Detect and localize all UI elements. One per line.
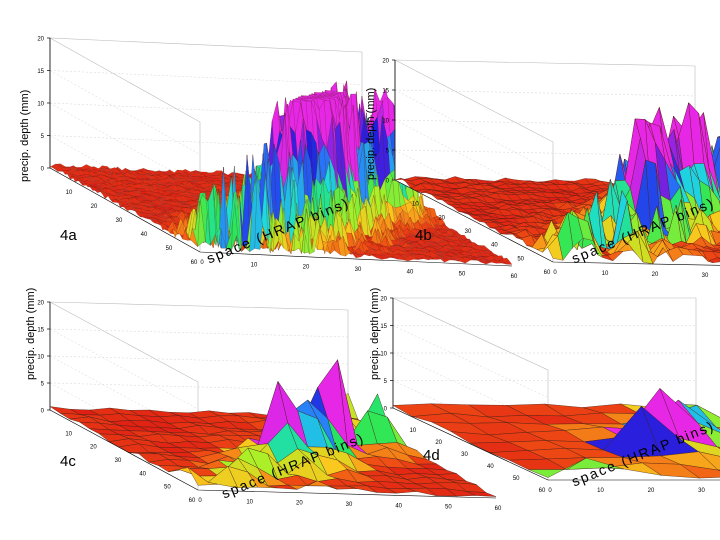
x-tick-label: 40 xyxy=(487,464,494,470)
z-tick-label: 0 xyxy=(41,167,45,173)
z-tick-label: 15 xyxy=(37,69,44,75)
y-tick-label: 10 xyxy=(602,271,609,277)
z-tick-label: 10 xyxy=(37,102,44,108)
y-tick-label: 40 xyxy=(395,503,402,509)
z-tick-label: 20 xyxy=(380,297,387,303)
x-tick-label: 10 xyxy=(412,202,419,208)
y-tick-label: 20 xyxy=(652,272,659,278)
x-tick-label: 10 xyxy=(65,431,72,437)
x-tick-label: 30 xyxy=(465,229,472,235)
x-tick-label: 50 xyxy=(517,256,524,262)
x-tick-label: 40 xyxy=(491,243,498,249)
z-tick-label: 20 xyxy=(37,37,44,43)
x-tick-label: 20 xyxy=(438,215,445,221)
grid-line xyxy=(49,70,363,85)
y-tick-label: 50 xyxy=(459,272,466,278)
x-tick-label: 10 xyxy=(409,428,416,434)
x-tick-label: 30 xyxy=(461,452,468,458)
y-tick-label: 10 xyxy=(246,499,253,505)
x-tick-label: 50 xyxy=(513,476,520,482)
surface-mesh xyxy=(49,80,513,265)
x-tick-label: 60 xyxy=(189,498,196,504)
z-tick-label: 20 xyxy=(37,301,44,307)
x-tick-label: 20 xyxy=(91,204,98,210)
z-tick-label: 10 xyxy=(382,119,389,125)
x-tick-label: 40 xyxy=(139,471,146,477)
z-axis-label: precip. depth (mm) xyxy=(365,88,377,180)
x-tick-label: 30 xyxy=(116,218,123,224)
y-tick-label: 20 xyxy=(648,488,655,494)
x-tick-label: 10 xyxy=(66,190,73,196)
z-tick-label: 15 xyxy=(380,324,387,330)
z-tick-label: 10 xyxy=(37,355,44,361)
grid-line xyxy=(49,102,201,188)
panel-label: 4c xyxy=(60,453,76,470)
z-axis: 0 5 10 15 20 xyxy=(37,37,51,173)
panel-label: 4d xyxy=(423,447,440,464)
z-tick-label: 15 xyxy=(37,328,44,334)
x-tick-label: 30 xyxy=(115,458,122,464)
z-tick-label: 15 xyxy=(382,89,389,95)
y-tick-label: 40 xyxy=(407,269,414,275)
y-tick-label: 20 xyxy=(303,265,310,271)
y-tick-label: 30 xyxy=(355,267,362,273)
y-tick-label: 10 xyxy=(251,262,258,268)
y-tick-label: 50 xyxy=(445,505,452,511)
y-tick-label: 60 xyxy=(495,506,502,512)
z-tick-label: 5 xyxy=(41,134,45,140)
y-tick-label: 30 xyxy=(698,488,705,494)
surface-panel-4a: 0 5 10 15 20 precip. depth (mm) 10 20 30 40 50 60 0 1… xyxy=(19,37,518,281)
z-axis-label: precip. depth (mm) xyxy=(25,288,37,380)
y-tick-label: 30 xyxy=(346,502,353,508)
x-tick-label: 50 xyxy=(166,246,173,252)
y-tick-label: 20 xyxy=(296,501,303,507)
x-tick-label: 20 xyxy=(90,445,97,451)
z-tick-label: 10 xyxy=(380,352,387,358)
x-tick-label: 60 xyxy=(191,260,198,266)
x-tick-label: 40 xyxy=(141,232,148,238)
z-axis-label: precip. depth (mm) xyxy=(369,288,381,380)
z-tick-label: 20 xyxy=(382,59,389,65)
z-axis-label: precip. depth (mm) xyxy=(19,90,31,182)
y-tick-label: 30 xyxy=(702,273,709,279)
panel-label: 4a xyxy=(60,227,77,244)
x-tick-label: 60 xyxy=(544,270,551,276)
x-tick-label: 20 xyxy=(435,440,442,446)
grid-line xyxy=(49,70,201,155)
x-tick-label: 50 xyxy=(164,485,171,491)
y-tick-label: 60 xyxy=(511,274,518,280)
panel-label: 4b xyxy=(415,227,432,244)
y-tick-label: 10 xyxy=(597,488,604,494)
x-tick-label: 60 xyxy=(539,488,546,494)
